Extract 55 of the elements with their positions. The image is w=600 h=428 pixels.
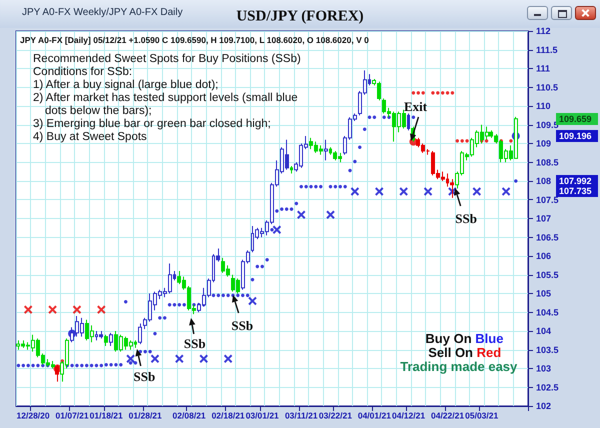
- text: JPY A0-FX [Daily] 05/12/21 +1.0590 C 109.6590, H 109.7100, L 108.6020, O 108.6020, V 0: [20, 35, 369, 45]
- y-tick-label: 111: [536, 64, 550, 74]
- y-tick-label: 102.5: [536, 382, 559, 392]
- annotation: Trading made easy: [400, 359, 518, 374]
- x-tick-label: 05/03/21: [465, 410, 498, 420]
- annotation: 4) Buy at Sweet Spots: [33, 131, 147, 143]
- y-tick-label: 106: [536, 251, 552, 261]
- annotation: SSb: [455, 211, 477, 227]
- annotation: Buy On Blue: [425, 331, 504, 346]
- annotation: Exit: [404, 99, 428, 115]
- y-tick-label: 105.5: [536, 270, 559, 280]
- y-tick-label: 108.5: [536, 157, 559, 168]
- x-tick-label: 02/18/21: [212, 410, 245, 420]
- y-tick-label: 107: [536, 214, 552, 224]
- y-tick-label: 104: [536, 326, 552, 336]
- annotation: SSb: [134, 369, 156, 385]
- x-tick-label: 01/18/21: [90, 410, 124, 420]
- x-tick-label: 04/22/21: [430, 410, 464, 420]
- x-tick-label: 01/07/21: [56, 410, 89, 420]
- text: 107.992: [556, 175, 598, 187]
- x-tick-label: 03/11/21: [284, 410, 318, 420]
- y-tick-label: 108: [536, 176, 552, 186]
- x-tick-label: 03/22/21: [318, 410, 352, 420]
- text: 109.659: [559, 114, 592, 124]
- x-tick-label: 04/12/21: [392, 410, 426, 420]
- y-tick-label: 110.5: [536, 82, 558, 92]
- annotation: Sell On Red: [428, 345, 502, 360]
- x-tick-label: 04/01/21: [358, 410, 392, 420]
- annotation: 3) Emerging blue bar or green bar closed high;: [33, 118, 271, 130]
- text: 109.196: [556, 130, 598, 142]
- y-tick-label: 111.5: [536, 44, 558, 55]
- y-tick-label: 104.5: [536, 307, 559, 318]
- y-tick-label: 110: [536, 101, 551, 111]
- x-tick-label: 02/08/21: [172, 410, 206, 420]
- y-tick-label: 102: [536, 401, 552, 411]
- y-tick-label: 103: [536, 364, 552, 374]
- y-tick-label: 112: [536, 26, 551, 36]
- y-tick-label: 109: [536, 138, 552, 148]
- x-tick-label: 01/28/21: [128, 410, 162, 420]
- y-tick-label: 103.5: [536, 344, 559, 355]
- annotation: 1) After a buy signal (large blue dot);: [33, 79, 218, 91]
- annotation: Conditions for SSb:: [33, 66, 132, 78]
- text: 107.735: [559, 186, 592, 196]
- chart-title: USD/JPY (FOREX): [236, 8, 364, 24]
- y-tick-label: 107.5: [536, 194, 559, 205]
- annotation: SSb: [184, 336, 206, 352]
- y-tick-label: 106.5: [536, 232, 559, 242]
- annotation: Recommended Sweet Spots for Buy Positions (SSb): [33, 53, 301, 65]
- x-tick-label: 12/28/20: [16, 410, 50, 420]
- y-tick-label: 109.5: [536, 120, 559, 130]
- text: JPY A0-FX Weekly/JPY A0-FX Daily: [22, 7, 183, 18]
- y-tick-label: 105: [536, 288, 552, 298]
- annotation: SSb: [231, 318, 254, 334]
- annotation: 2) After market has tested support levels (small blue dots below the bars);: [33, 92, 299, 118]
- x-tick-label: 03/01/21: [246, 410, 280, 420]
